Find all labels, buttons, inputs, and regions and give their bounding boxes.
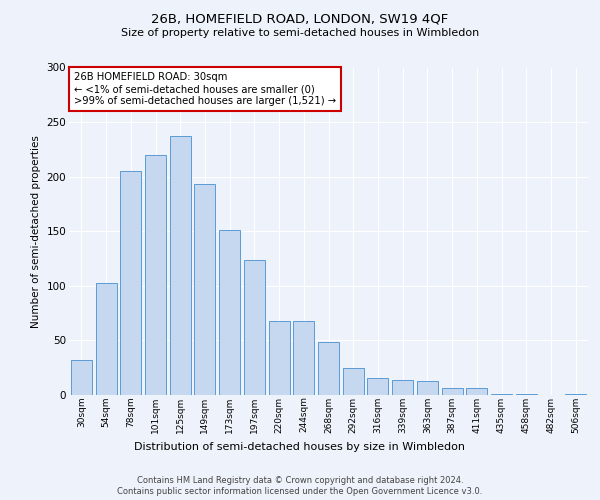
Bar xyxy=(219,230,240,395)
Text: Size of property relative to semi-detached houses in Wimbledon: Size of property relative to semi-detach… xyxy=(121,28,479,38)
Bar xyxy=(170,136,191,395)
Bar xyxy=(417,381,438,395)
Bar xyxy=(318,342,339,395)
Text: Distribution of semi-detached houses by size in Wimbledon: Distribution of semi-detached houses by … xyxy=(134,442,466,452)
Bar xyxy=(367,378,388,395)
Bar xyxy=(71,360,92,395)
Text: 26B HOMEFIELD ROAD: 30sqm
← <1% of semi-detached houses are smaller (0)
>99% of : 26B HOMEFIELD ROAD: 30sqm ← <1% of semi-… xyxy=(74,72,337,106)
Text: Contains public sector information licensed under the Open Government Licence v3: Contains public sector information licen… xyxy=(118,488,482,496)
Bar xyxy=(293,321,314,395)
Bar xyxy=(95,282,116,395)
Bar xyxy=(343,368,364,395)
Bar xyxy=(442,388,463,395)
Text: Contains HM Land Registry data © Crown copyright and database right 2024.: Contains HM Land Registry data © Crown c… xyxy=(137,476,463,485)
Bar xyxy=(145,155,166,395)
Text: 26B, HOMEFIELD ROAD, LONDON, SW19 4QF: 26B, HOMEFIELD ROAD, LONDON, SW19 4QF xyxy=(151,12,449,26)
Bar xyxy=(244,260,265,395)
Bar xyxy=(565,394,586,395)
Bar xyxy=(269,321,290,395)
Bar xyxy=(194,184,215,395)
Bar xyxy=(491,394,512,395)
Bar xyxy=(120,171,141,395)
Y-axis label: Number of semi-detached properties: Number of semi-detached properties xyxy=(31,135,41,328)
Bar xyxy=(466,388,487,395)
Bar xyxy=(516,394,537,395)
Bar xyxy=(392,380,413,395)
